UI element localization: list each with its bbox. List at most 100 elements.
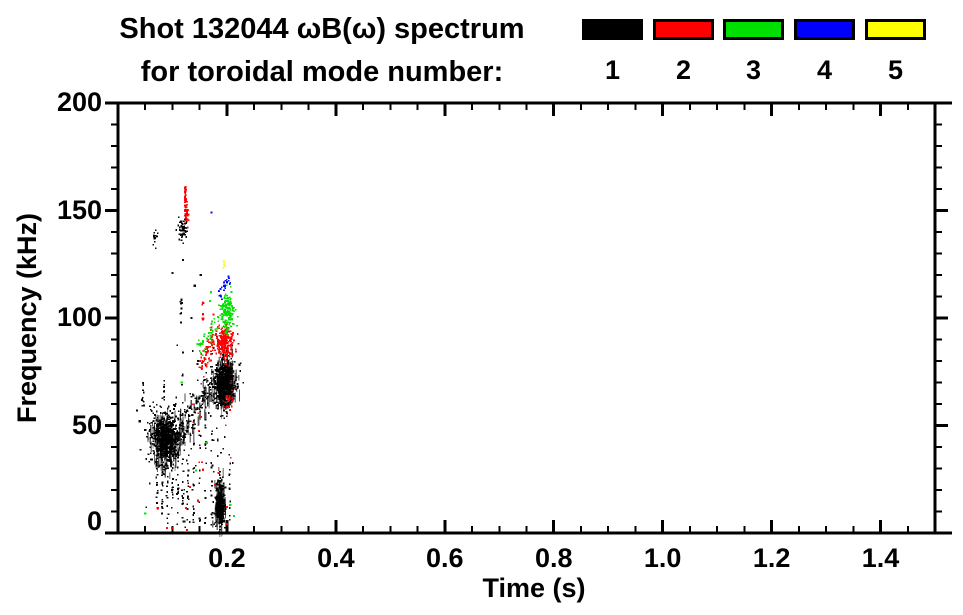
y-tick-right xyxy=(935,446,942,448)
legend-label-mode-2: 2 xyxy=(675,55,692,85)
x-tick-top xyxy=(334,103,338,116)
tick-marks xyxy=(105,101,948,535)
x-tick-top xyxy=(770,103,774,116)
x-tick-top xyxy=(552,103,556,116)
legend-swatch-mode-2 xyxy=(653,19,714,40)
legend-swatch-mode-3 xyxy=(723,19,784,40)
y-tick-right xyxy=(935,231,942,233)
x-tick xyxy=(825,526,828,533)
y-tick xyxy=(111,446,118,448)
y-tick xyxy=(105,101,118,105)
x-tick-top xyxy=(116,103,120,116)
x-tick xyxy=(525,526,528,533)
chart-title-line2: for toroidal mode number: xyxy=(140,56,504,88)
y-tick-label: 200 xyxy=(56,87,102,117)
legend-label-mode-3: 3 xyxy=(745,55,762,85)
y-tick-right xyxy=(935,166,942,169)
y-tick-right xyxy=(935,489,942,491)
y-tick xyxy=(105,531,118,535)
y-tick-right xyxy=(935,101,948,105)
x-tick xyxy=(225,520,229,533)
x-tick-top xyxy=(716,103,719,110)
x-tick-top xyxy=(825,103,828,110)
x-tick xyxy=(634,526,637,533)
mode-1-points xyxy=(136,216,245,538)
y-tick-label: 0 xyxy=(86,506,102,536)
x-axis-line xyxy=(116,531,952,535)
x-tick-label: 1.2 xyxy=(752,543,791,573)
x-tick xyxy=(116,520,120,533)
x-tick xyxy=(688,526,691,533)
x-tick-top xyxy=(879,103,883,116)
x-tick xyxy=(770,520,774,533)
x-tick xyxy=(743,526,746,533)
x-tick-label: 0.4 xyxy=(317,543,355,573)
x-tick xyxy=(716,526,719,533)
legend-label-mode-1: 1 xyxy=(604,55,621,85)
y-tick-right xyxy=(935,381,942,384)
axes xyxy=(116,101,952,535)
y-tick-label: 150 xyxy=(56,194,102,225)
chart-title-line1: Shot 132044 ωB(ω) spectrum xyxy=(119,13,525,45)
y-tick xyxy=(111,467,118,470)
y-tick xyxy=(111,274,118,276)
y-tick xyxy=(111,489,118,491)
x-tick xyxy=(607,526,610,533)
x-tick xyxy=(362,526,365,533)
x-tick xyxy=(280,526,283,533)
y-tick xyxy=(111,166,118,169)
y-tick xyxy=(111,252,118,255)
legend-swatch-mode-4 xyxy=(794,19,855,40)
x-tick-top xyxy=(743,103,746,110)
y-tick xyxy=(111,188,118,190)
x-tick-top xyxy=(443,103,447,116)
data-points xyxy=(136,186,245,538)
x-tick-top xyxy=(688,103,691,110)
x-tick xyxy=(797,526,800,533)
x-tick-top xyxy=(906,103,909,110)
y-tick-right xyxy=(935,145,942,147)
top-axis-line xyxy=(116,101,952,105)
x-tick-label: 0.6 xyxy=(426,543,464,573)
y-tick-right xyxy=(935,295,942,298)
mode-3-points xyxy=(144,284,239,517)
y-tick-right xyxy=(935,467,942,470)
x-tick-label: 0.2 xyxy=(208,543,246,573)
y-tick xyxy=(105,424,118,427)
y-tick xyxy=(111,338,118,341)
x-tick xyxy=(471,526,474,533)
x-tick-top xyxy=(280,103,283,110)
x-tick-top xyxy=(797,103,800,110)
x-tick xyxy=(552,520,556,533)
x-tick xyxy=(334,520,338,533)
y-tick xyxy=(105,316,118,320)
y-tick xyxy=(111,295,118,298)
x-tick-top xyxy=(253,103,256,110)
x-tick-top xyxy=(144,103,147,110)
mode-5-points xyxy=(222,260,227,269)
x-tick xyxy=(171,526,174,533)
y-tick xyxy=(111,510,118,513)
y-tick-right xyxy=(935,403,942,405)
x-tick-label: 0.8 xyxy=(534,543,573,573)
y-tick xyxy=(111,231,118,233)
y-tick-right xyxy=(935,252,942,255)
x-tick-top xyxy=(607,103,610,110)
y-tick-right xyxy=(935,510,942,513)
x-tick-label: 1.0 xyxy=(643,543,682,573)
x-tick xyxy=(198,526,201,533)
x-tick xyxy=(253,526,256,533)
x-tick-top xyxy=(852,103,855,110)
x-tick xyxy=(144,526,147,533)
legend-swatch-mode-1 xyxy=(582,19,643,40)
x-tick-top xyxy=(307,103,310,110)
x-tick-top xyxy=(362,103,365,110)
x-tick-top xyxy=(171,103,174,110)
x-tick xyxy=(906,526,909,533)
y-tick xyxy=(111,403,118,405)
y-tick xyxy=(111,360,118,362)
x-tick xyxy=(416,526,419,533)
y-tick-label: 50 xyxy=(71,409,102,440)
x-tick-top xyxy=(198,103,201,110)
